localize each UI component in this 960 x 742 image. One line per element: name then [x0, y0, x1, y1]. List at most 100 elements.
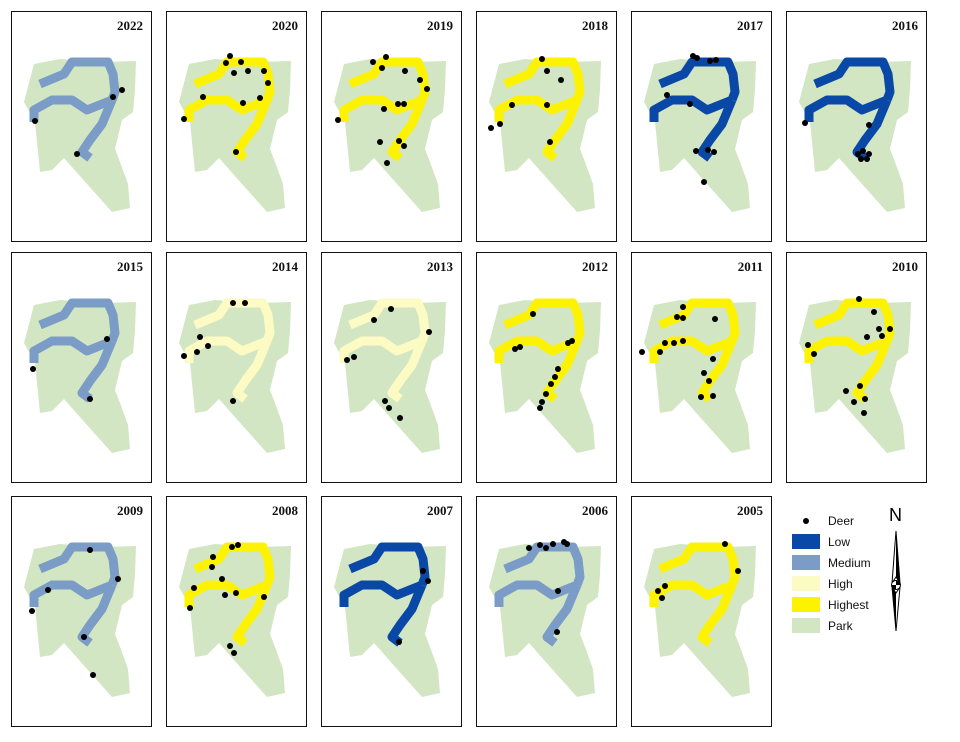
map-panel-2016: 2016 — [786, 11, 927, 242]
corridor-medium — [503, 542, 585, 587]
deer-point — [401, 143, 407, 149]
deer-point — [197, 334, 203, 340]
deer-point — [30, 366, 36, 372]
deer-point — [687, 101, 693, 107]
year-label: 2007 — [427, 503, 453, 518]
map-panel-2019: 2019 — [321, 11, 462, 242]
map-panel-2009: 2009 — [11, 496, 152, 727]
corridor-low — [387, 583, 427, 647]
deer-point — [548, 381, 554, 387]
deer-point — [722, 541, 728, 547]
deer-point — [805, 342, 811, 348]
deer-marker-icon — [792, 513, 820, 528]
deer-point — [81, 634, 87, 640]
year-label: 2011 — [737, 259, 763, 274]
corridor-highest — [542, 339, 582, 403]
deer-point — [871, 309, 877, 315]
deer-point — [655, 588, 661, 594]
deer-point — [547, 139, 553, 145]
deer-point — [864, 334, 870, 340]
deer-point — [680, 315, 686, 321]
deer-point — [543, 391, 549, 397]
map-panel-2018: 2018 — [476, 11, 617, 242]
deer-point — [674, 314, 680, 320]
corridor-medium — [542, 583, 582, 647]
deer-point — [879, 333, 885, 339]
year-label: 2010 — [892, 259, 918, 274]
corridor-low — [339, 580, 424, 607]
deer-point — [662, 340, 668, 346]
year-label: 2017 — [737, 18, 763, 33]
deer-point — [242, 300, 248, 306]
deer-point — [569, 338, 575, 344]
deer-point — [864, 156, 870, 162]
deer-point — [238, 59, 244, 65]
deer-point — [639, 349, 645, 355]
deer-point — [381, 106, 387, 112]
corridor-high — [193, 298, 275, 343]
deer-point — [517, 344, 523, 350]
deer-point — [402, 68, 408, 74]
north-label: N — [889, 505, 902, 525]
corridor-medium — [29, 336, 114, 363]
legend-label: Highest — [828, 597, 869, 612]
corridor-low — [697, 98, 737, 162]
legend-item-park: Park — [792, 615, 871, 636]
deer-point — [205, 343, 211, 349]
corridor-highest — [339, 95, 424, 122]
deer-point — [420, 568, 426, 574]
deer-point — [558, 77, 564, 83]
deer-point — [706, 378, 712, 384]
corridor-highest — [649, 580, 734, 607]
deer-point — [245, 68, 251, 74]
legend-item-deer: Deer — [792, 510, 871, 531]
deer-point — [488, 125, 494, 131]
corridor-highest — [503, 298, 585, 343]
legend-label: High — [828, 576, 853, 591]
corridor-highest — [232, 583, 272, 647]
deer-point — [87, 547, 93, 553]
corridor-medium — [77, 339, 117, 403]
deer-point — [335, 117, 341, 123]
deer-point — [866, 122, 872, 128]
corridor-highest — [658, 298, 740, 343]
deer-point — [45, 587, 51, 593]
deer-point — [110, 94, 116, 100]
corridor-medium — [38, 542, 120, 587]
deer-point — [424, 86, 430, 92]
legend-item-medium: Medium — [792, 552, 871, 573]
deer-point — [222, 592, 228, 598]
map-panel-2017: 2017 — [631, 11, 772, 242]
deer-point — [209, 564, 215, 570]
deer-point — [713, 57, 719, 63]
map-panel-2013: 2013 — [321, 252, 462, 483]
deer-point — [550, 541, 556, 547]
deer-point — [802, 120, 808, 126]
legend-swatch — [792, 555, 820, 570]
deer-point — [397, 415, 403, 421]
deer-point — [240, 100, 246, 106]
legend-item-highest: Highest — [792, 594, 871, 615]
deer-point — [261, 594, 267, 600]
deer-point — [701, 179, 707, 185]
deer-point — [115, 576, 121, 582]
deer-point — [395, 101, 401, 107]
deer-point — [680, 338, 686, 344]
deer-point — [712, 316, 718, 322]
corridor-medium — [38, 298, 120, 343]
deer-point — [862, 396, 868, 402]
corridor-highest — [813, 298, 895, 343]
deer-point — [564, 541, 570, 547]
deer-point — [384, 160, 390, 166]
deer-point — [425, 578, 431, 584]
deer-point — [671, 340, 677, 346]
deer-point — [539, 399, 545, 405]
deer-point — [417, 77, 423, 83]
deer-point — [811, 351, 817, 357]
deer-point — [187, 605, 193, 611]
corridor-high — [387, 339, 427, 403]
deer-point — [194, 349, 200, 355]
deer-point — [552, 374, 558, 380]
map-panel-2006: 2006 — [476, 496, 617, 727]
deer-point — [351, 354, 357, 360]
